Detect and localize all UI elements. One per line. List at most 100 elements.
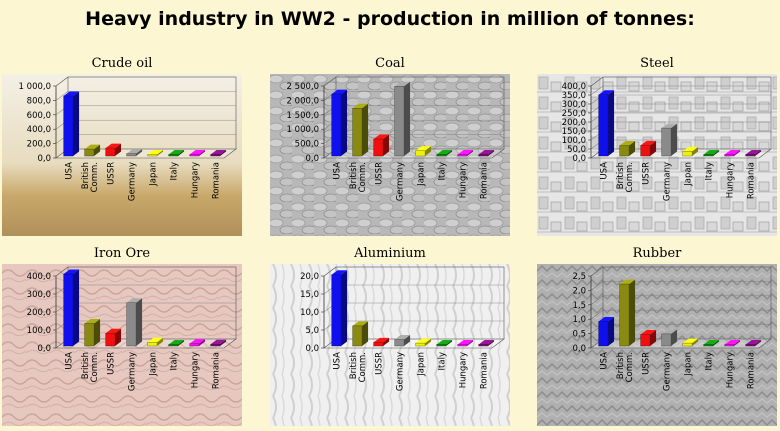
bar (189, 339, 206, 347)
bar-top (210, 150, 227, 155)
y-tick-label: 1 500,0 (287, 111, 319, 121)
chart-title: Iron Ore (93, 246, 151, 261)
bar-side (157, 337, 164, 346)
bar-top (640, 140, 657, 146)
gridline-depth (55, 76, 69, 87)
bar (619, 279, 636, 347)
bar-side (425, 146, 432, 156)
x-category-label: USA (599, 352, 609, 370)
x-category-label: USSR (641, 352, 651, 375)
bar-front (661, 333, 672, 347)
bar-front (210, 154, 221, 157)
bar (105, 143, 122, 157)
chart-title: Rubber (632, 246, 682, 261)
bar-top (63, 269, 80, 274)
bar-top (724, 150, 741, 155)
bar-top (126, 298, 143, 303)
x-category-label: Hungary (190, 352, 200, 388)
bar-front (724, 344, 735, 347)
bar-side (136, 298, 143, 346)
y-tick-label: 10,0 (300, 308, 319, 318)
bar-top (703, 150, 720, 155)
y-tick-label: 2 000,0 (287, 96, 319, 106)
bar-front (619, 283, 630, 347)
bar-front (619, 145, 630, 157)
y-tick-label: 300,0 (27, 290, 51, 300)
bar-side (404, 335, 411, 346)
x-category-label: USA (599, 162, 609, 180)
bar-front (682, 342, 693, 347)
bar (598, 90, 615, 157)
x-category-label: Germany (662, 162, 672, 201)
bar (352, 103, 369, 157)
x-category-label: Japan (683, 162, 693, 187)
bar-top (457, 150, 474, 155)
chart-background (537, 74, 777, 236)
bar-side (404, 81, 411, 156)
bar-front (331, 274, 342, 347)
bar-top (478, 340, 495, 345)
y-tick-label: 1,0 (572, 315, 586, 325)
bar (331, 89, 348, 157)
chart-floor (590, 338, 772, 349)
bar-top (436, 150, 453, 155)
chart: 0,0 200,0 400,0 600,0 800,0 1 000,0 USA British… (2, 74, 242, 236)
y-tick-label: 0,0 (305, 344, 319, 354)
chart: 0,050,0100,0150,0200,0250,0300,0350,0400… (537, 74, 777, 236)
bar-side (488, 340, 495, 346)
y-tick-label: 500,0 (295, 140, 319, 150)
bar (352, 321, 369, 347)
bar (478, 340, 495, 347)
chart: 0,0 500,0 1 000,0 1 500,0 2 000,0 2 500,0 USA B… (270, 74, 510, 236)
gridline-depth (590, 85, 604, 96)
bar-top (105, 328, 122, 334)
bar-top (331, 89, 348, 95)
bar-front (63, 95, 74, 157)
x-category-label: Romania (211, 162, 221, 199)
bar-side (425, 338, 432, 346)
bar-side (73, 91, 80, 156)
bar-top (126, 149, 143, 154)
x-category-label: USSR (374, 162, 384, 185)
chart-background (2, 264, 242, 426)
bar (63, 269, 80, 347)
x-category-label: Germany (127, 352, 137, 391)
x-category-label: Japan (148, 352, 158, 377)
x-category-label: USSR (106, 352, 116, 375)
x-category-label: Comm. (90, 162, 100, 192)
bar-top (210, 339, 227, 345)
bar (724, 340, 741, 347)
chart-background (270, 264, 510, 426)
bar (84, 319, 101, 347)
bar-side (650, 329, 657, 346)
bar-front (457, 154, 468, 157)
bar (640, 140, 657, 157)
bar-top (745, 150, 762, 155)
chart: 0,0 100,0 200,0 300,0 400,0 USA British Comm. US… (2, 264, 242, 426)
gridline-depth (590, 76, 604, 87)
bar-side (115, 328, 122, 346)
bar (457, 150, 474, 157)
y-tick-label: 100,0 (562, 136, 586, 146)
bar-side (467, 340, 474, 346)
bar-front (598, 94, 609, 157)
y-tick-label: 50,0 (567, 145, 586, 155)
bar (661, 123, 678, 157)
bar-side (734, 150, 741, 156)
bar-side (671, 329, 678, 346)
bar (147, 337, 164, 347)
bar-top (189, 339, 206, 344)
bar-top (598, 90, 615, 95)
bar (63, 91, 80, 157)
bar-top (352, 321, 369, 326)
y-tick-label: 5,0 (305, 326, 319, 336)
bar (415, 338, 432, 347)
bar-front (745, 344, 756, 347)
bar-top (682, 338, 699, 344)
y-tick-label: 200,0 (562, 118, 586, 128)
bar-side (692, 146, 699, 156)
y-tick-label: 600,0 (27, 111, 51, 121)
page-title: Heavy industry in WW2 - production in mi… (85, 8, 695, 30)
x-category-label: Romania (479, 352, 489, 389)
chart-panel-aluminium: Aluminium 0,0 5,0 10,0 15,0 20,0 USA British Co… (270, 246, 510, 426)
